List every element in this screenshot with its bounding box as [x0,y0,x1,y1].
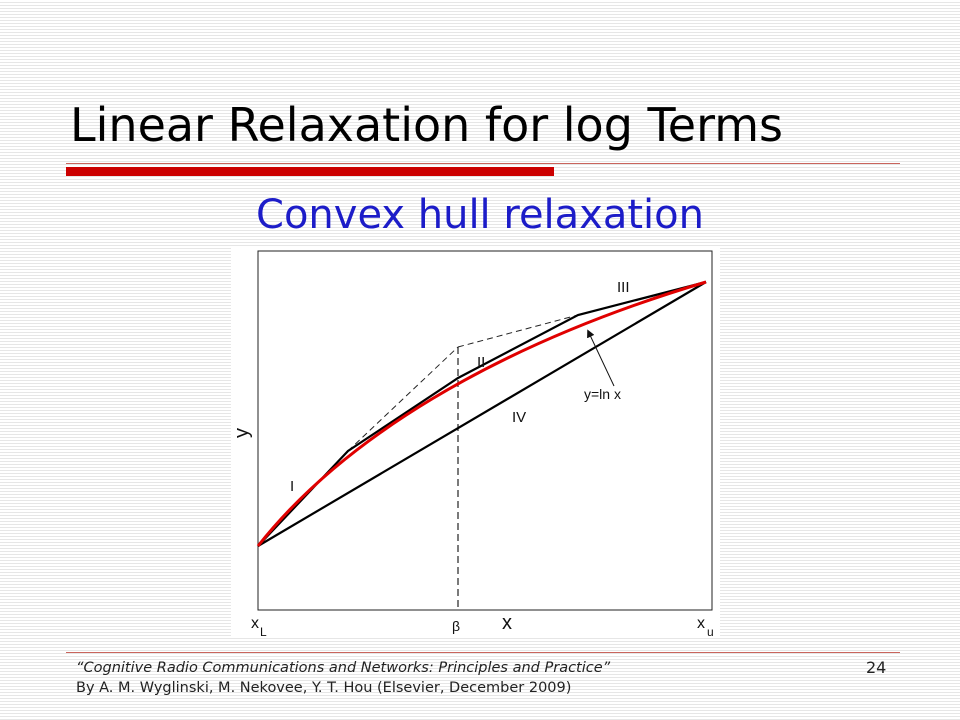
curve-label-arrow [587,329,615,387]
y-axis-label: y [231,428,253,438]
x-upper-label: x u [697,615,714,637]
curve-equation-label: y=ln x [584,386,621,402]
x-upper-main: x [697,615,705,632]
x-upper-subscript: u [707,625,714,637]
citation-authors: By A. M. Wyglinski, M. Nekovee, Y. T. Ho… [76,680,572,696]
x-lower-main: x [251,615,259,632]
title-accent-bar [66,167,554,176]
citation-book-title: “Cognitive Radio Communications and Netw… [76,660,611,676]
page-number: 24 [866,658,887,677]
dashed-tangent-right [457,314,579,348]
title-thin-rule [66,163,900,164]
x-lower-label: x L [251,615,267,637]
beta-label: β [452,618,460,634]
dashed-tangent-left [347,346,459,452]
region-ii-label: II [477,354,485,371]
region-iv-label: IV [512,409,526,426]
x-axis-label: x [502,612,512,634]
slide-subtitle: Convex hull relaxation [256,192,704,238]
x-lower-subscript: L [260,625,267,637]
convex-hull-diagram: III II IV I y=ln x y x β x L x u [231,250,714,637]
log-curve [256,280,707,547]
convex-hull-figure: III II IV I y=ln x y x β x L x u [231,246,720,637]
slide-title: Linear Relaxation for log Terms [70,98,783,152]
footer-rule [66,652,900,653]
citation: “Cognitive Radio Communications and Netw… [76,658,610,698]
region-i-label: I [290,478,294,495]
region-iii-label: III [617,279,630,296]
plot-frame [257,250,713,611]
chord-line-iv [257,281,707,547]
